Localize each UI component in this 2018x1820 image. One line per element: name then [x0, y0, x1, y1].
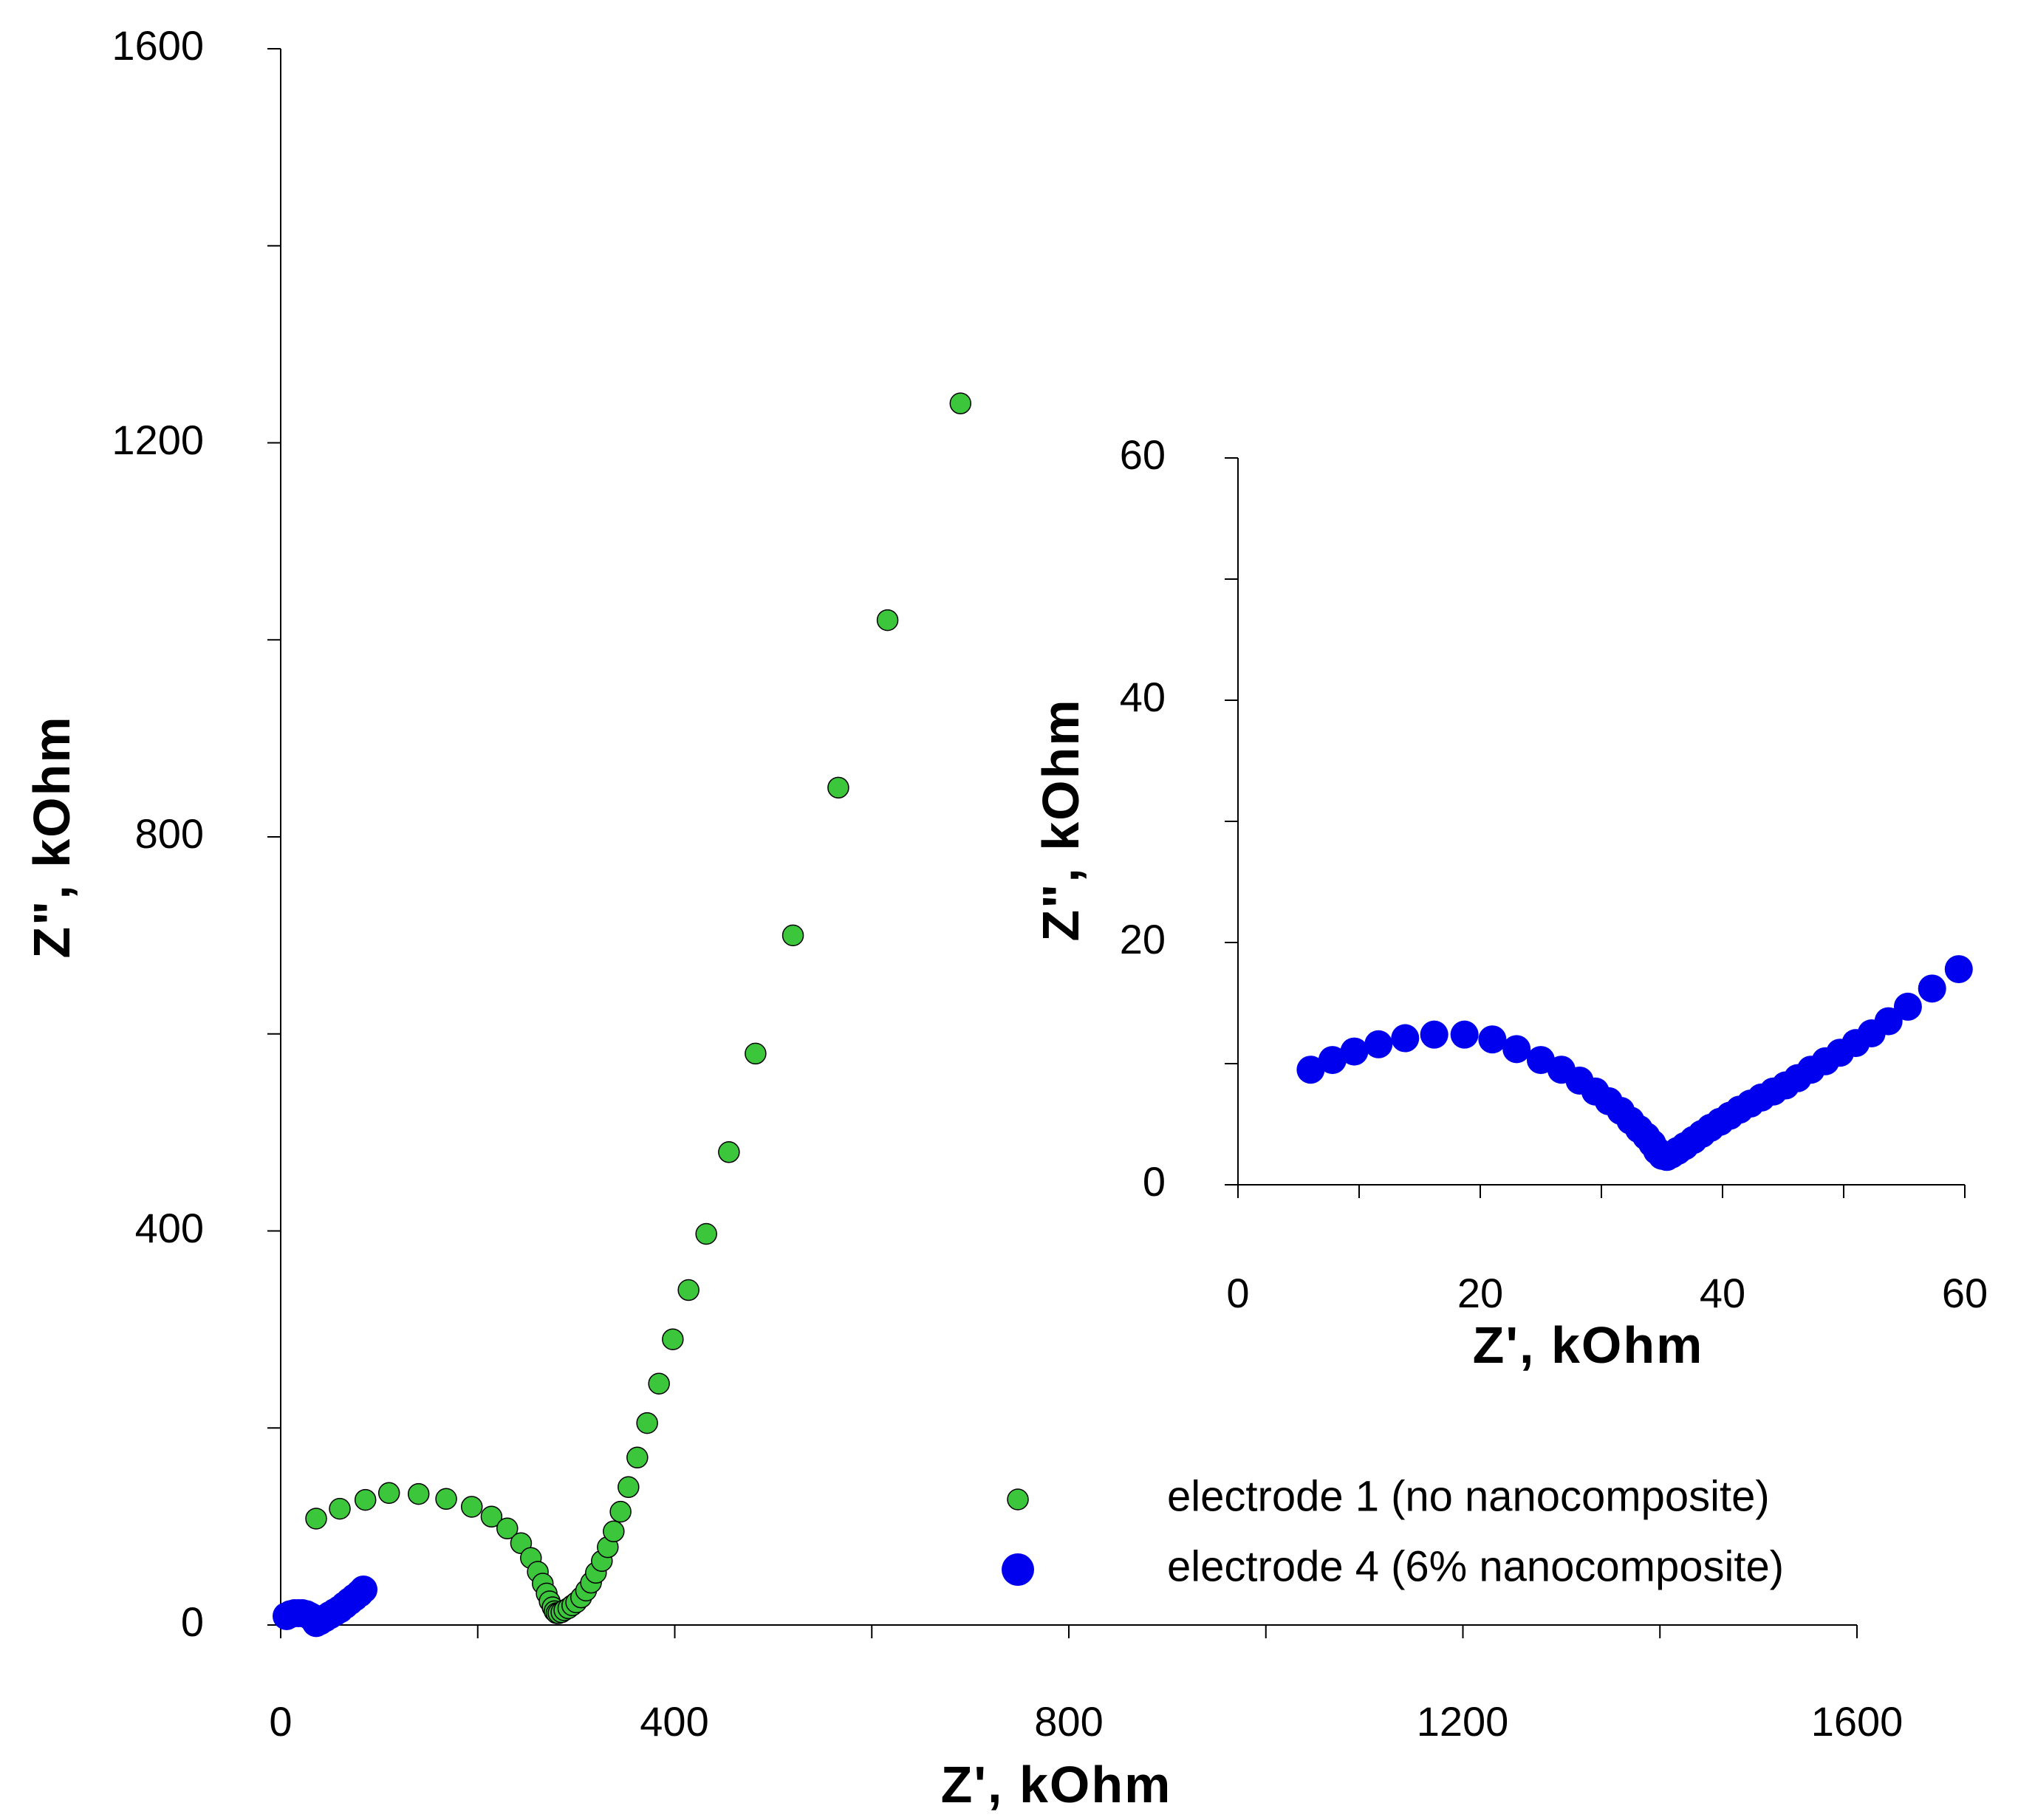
data-point-electrode-1 [648, 1372, 670, 1395]
main-x-axis-title: Z', kOhm [941, 1756, 1172, 1813]
legend-marker-electrode-4 [1002, 1553, 1034, 1586]
main-y-tick-label-0: 0 [181, 1598, 204, 1645]
inset-data-point-electrode-4 [1478, 1025, 1507, 1054]
inset-x-tick-label-60: 60 [1942, 1270, 1988, 1316]
main-series-electrode-1 [305, 392, 972, 1624]
data-point-electrode-1 [377, 1482, 400, 1505]
data-point-electrode-1 [496, 1517, 519, 1540]
inset-y-axis-title: Z", kOhm [1032, 698, 1090, 941]
inset-data-point-electrode-4 [1874, 1007, 1903, 1036]
data-point-electrode-1 [609, 1500, 632, 1523]
data-point-electrode-1 [636, 1412, 658, 1434]
inset-data-point-electrode-4 [1340, 1037, 1369, 1066]
inset-data-point-electrode-4 [1918, 974, 1946, 1003]
inset-x-axis-title: Z', kOhm [1473, 1316, 1704, 1374]
main-x-tick-label-0: 0 [269, 1698, 292, 1745]
inset-data-point-electrode-4 [1502, 1035, 1531, 1064]
inset-data-point-electrode-4 [1318, 1046, 1347, 1075]
inset-data-point-electrode-4 [1420, 1020, 1448, 1049]
main-chart: 1600 1200 800 400 0 0 400 800 1200 1600 … [23, 22, 1903, 1813]
data-point-electrode-1 [626, 1446, 649, 1469]
main-y-tick-label-400: 400 [135, 1205, 204, 1251]
data-point-electrode-1 [876, 609, 899, 632]
inset-chart: 60 40 20 0 0 20 40 60 Z', kOhm Z", kOhm [1032, 431, 1988, 1374]
main-x-tick-label-400: 400 [640, 1698, 708, 1745]
data-point-electrode-1 [407, 1482, 430, 1505]
data-point-electrode-1 [435, 1488, 457, 1511]
inset-series-electrode-4 [1296, 955, 1973, 1171]
data-point-electrode-1 [603, 1520, 625, 1543]
data-point-electrode-1 [662, 1328, 684, 1350]
main-x-tick-label-1200: 1200 [1417, 1698, 1509, 1745]
data-point-electrode-1 [695, 1222, 717, 1245]
inset-x-tick-label-20: 20 [1457, 1270, 1503, 1316]
data-point-electrode-1 [677, 1279, 700, 1301]
main-x-tick-label-800: 800 [1034, 1698, 1103, 1745]
inset-data-point-electrode-4 [1364, 1030, 1393, 1058]
data-point-electrode-1 [618, 1476, 640, 1499]
main-y-axis-title: Z", kOhm [23, 715, 81, 958]
data-point-electrode-1 [827, 776, 849, 799]
inset-x-tick-label-0: 0 [1226, 1270, 1249, 1316]
inset-data-point-electrode-4 [1450, 1020, 1479, 1049]
inset-y-tick-label-20: 20 [1120, 916, 1166, 962]
inset-data-point-electrode-4 [1893, 992, 1922, 1021]
inset-x-tick-label-40: 40 [1700, 1270, 1745, 1316]
legend: electrode 1 (no nanocomposite) electrode… [1002, 1472, 1784, 1590]
data-point-electrode-1 [781, 924, 804, 947]
data-point-electrode-1 [480, 1505, 503, 1528]
main-series-electrode-4 [273, 1575, 378, 1638]
main-y-tick-label-1200: 1200 [112, 417, 204, 463]
inset-data-point-electrode-4 [1944, 955, 1973, 984]
inset-data-point-electrode-4 [1391, 1024, 1420, 1053]
main-ticks [267, 48, 1858, 1638]
inset-y-tick-label-40: 40 [1120, 674, 1166, 720]
data-point-electrode-1 [305, 1508, 327, 1530]
data-point-electrode-1 [354, 1488, 377, 1511]
data-point-electrode-1 [460, 1496, 483, 1518]
main-y-tick-label-1600: 1600 [112, 22, 204, 69]
legend-marker-electrode-1 [1007, 1488, 1029, 1511]
legend-label-electrode-1: electrode 1 (no nanocomposite) [1167, 1472, 1770, 1520]
inset-ticks [1225, 457, 1966, 1198]
data-point-electrode-1 [745, 1042, 767, 1065]
main-x-tick-label-1600: 1600 [1811, 1698, 1904, 1745]
data-point-electrode-1 [949, 392, 972, 414]
data-point-electrode-4 [349, 1575, 378, 1604]
legend-label-electrode-4: electrode 4 (6% nanocomposite) [1167, 1542, 1784, 1590]
inset-y-tick-label-60: 60 [1120, 431, 1166, 478]
main-y-tick-label-800: 800 [135, 810, 204, 857]
inset-data-point-electrode-4 [1296, 1056, 1325, 1084]
inset-y-tick-label-0: 0 [1143, 1158, 1166, 1205]
data-point-electrode-1 [329, 1497, 351, 1520]
data-point-electrode-1 [718, 1141, 740, 1163]
